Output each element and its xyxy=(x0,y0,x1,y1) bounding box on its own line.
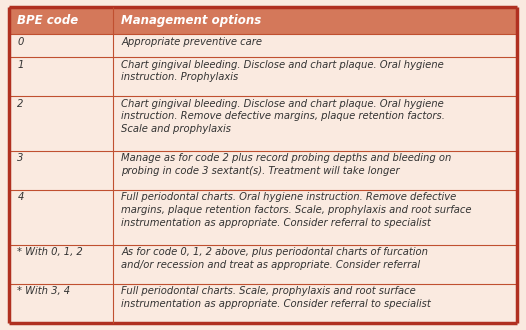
Text: 0: 0 xyxy=(17,37,24,47)
Text: * With 3, 4: * With 3, 4 xyxy=(17,286,70,296)
Text: Full periodontal charts. Scale, prophylaxis and root surface
instrumentation as : Full periodontal charts. Scale, prophyla… xyxy=(122,286,431,309)
Text: 2: 2 xyxy=(17,98,24,109)
Text: Full periodontal charts. Oral hygiene instruction. Remove defective
margins, pla: Full periodontal charts. Oral hygiene in… xyxy=(122,192,472,228)
Text: BPE code: BPE code xyxy=(17,14,78,27)
Text: 1: 1 xyxy=(17,60,24,70)
Text: Management options: Management options xyxy=(122,14,261,27)
Text: Manage as for code 2 plus record probing depths and bleeding on
probing in code : Manage as for code 2 plus record probing… xyxy=(122,153,452,176)
Text: Chart gingival bleeding. Disclose and chart plaque. Oral hygiene
instruction. Pr: Chart gingival bleeding. Disclose and ch… xyxy=(122,60,444,82)
Text: Appropriate preventive care: Appropriate preventive care xyxy=(122,37,262,47)
Text: 4: 4 xyxy=(17,192,24,202)
Bar xyxy=(9,7,517,34)
Text: * With 0, 1, 2: * With 0, 1, 2 xyxy=(17,247,83,257)
Text: As for code 0, 1, 2 above, plus periodontal charts of furcation
and/or recession: As for code 0, 1, 2 above, plus periodon… xyxy=(122,247,428,270)
Text: 3: 3 xyxy=(17,153,24,163)
Text: Chart gingival bleeding. Disclose and chart plaque. Oral hygiene
instruction. Re: Chart gingival bleeding. Disclose and ch… xyxy=(122,98,445,134)
